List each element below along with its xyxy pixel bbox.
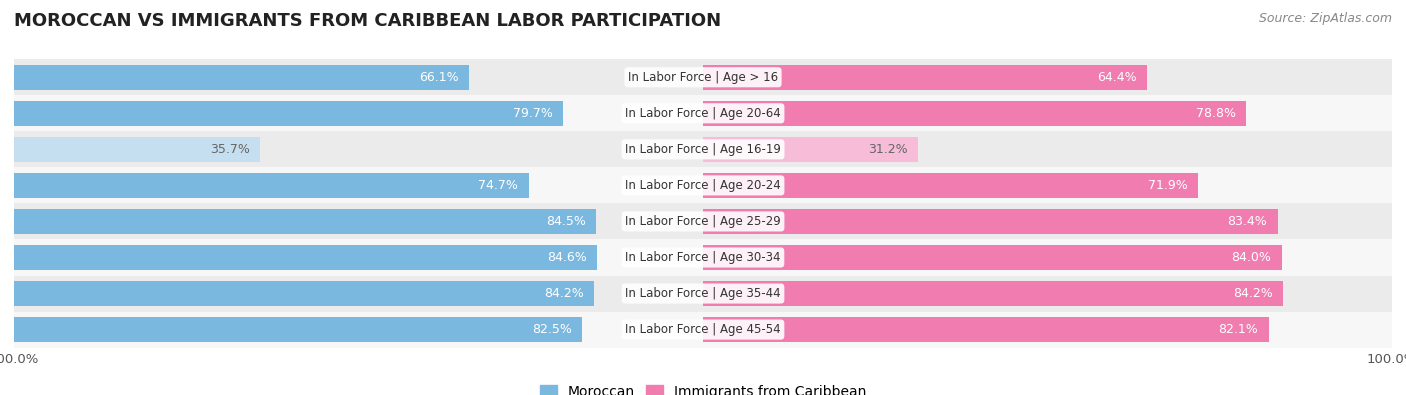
Text: In Labor Force | Age 20-24: In Labor Force | Age 20-24: [626, 179, 780, 192]
Text: In Labor Force | Age 25-29: In Labor Force | Age 25-29: [626, 215, 780, 228]
Text: 74.7%: 74.7%: [478, 179, 519, 192]
Text: 82.1%: 82.1%: [1219, 323, 1258, 336]
Text: In Labor Force | Age 20-64: In Labor Force | Age 20-64: [626, 107, 780, 120]
Text: In Labor Force | Age 16-19: In Labor Force | Age 16-19: [626, 143, 780, 156]
Bar: [14, 239, 1392, 276]
Bar: [14, 245, 598, 270]
Bar: [14, 312, 1392, 348]
Text: 66.1%: 66.1%: [419, 71, 460, 84]
Text: In Labor Force | Age 35-44: In Labor Force | Age 35-44: [626, 287, 780, 300]
Bar: [14, 167, 1392, 203]
Text: In Labor Force | Age 30-34: In Labor Force | Age 30-34: [626, 251, 780, 264]
Bar: [703, 317, 1268, 342]
Bar: [14, 101, 564, 126]
Bar: [14, 59, 1392, 95]
Bar: [703, 245, 1282, 270]
Bar: [703, 281, 1284, 306]
Bar: [703, 65, 1147, 90]
Text: 82.5%: 82.5%: [533, 323, 572, 336]
Bar: [14, 95, 1392, 132]
Text: 78.8%: 78.8%: [1195, 107, 1236, 120]
Text: Source: ZipAtlas.com: Source: ZipAtlas.com: [1258, 12, 1392, 25]
Bar: [703, 101, 1246, 126]
Bar: [14, 137, 260, 162]
Text: 64.4%: 64.4%: [1097, 71, 1136, 84]
Text: In Labor Force | Age 45-54: In Labor Force | Age 45-54: [626, 323, 780, 336]
Bar: [14, 132, 1392, 167]
Bar: [14, 173, 529, 198]
Bar: [14, 276, 1392, 312]
Bar: [14, 65, 470, 90]
Text: 84.2%: 84.2%: [1233, 287, 1272, 300]
Text: 84.5%: 84.5%: [546, 215, 586, 228]
Bar: [703, 137, 918, 162]
Text: 83.4%: 83.4%: [1227, 215, 1267, 228]
Text: In Labor Force | Age > 16: In Labor Force | Age > 16: [628, 71, 778, 84]
Text: MOROCCAN VS IMMIGRANTS FROM CARIBBEAN LABOR PARTICIPATION: MOROCCAN VS IMMIGRANTS FROM CARIBBEAN LA…: [14, 12, 721, 30]
Bar: [14, 203, 1392, 239]
Text: 84.6%: 84.6%: [547, 251, 586, 264]
Bar: [703, 173, 1198, 198]
Text: 84.0%: 84.0%: [1232, 251, 1271, 264]
Bar: [14, 209, 596, 234]
Bar: [14, 317, 582, 342]
Bar: [14, 281, 595, 306]
Legend: Moroccan, Immigrants from Caribbean: Moroccan, Immigrants from Caribbean: [534, 379, 872, 395]
Text: 71.9%: 71.9%: [1149, 179, 1188, 192]
Text: 31.2%: 31.2%: [868, 143, 908, 156]
Bar: [703, 209, 1278, 234]
Text: 35.7%: 35.7%: [209, 143, 250, 156]
Text: 79.7%: 79.7%: [513, 107, 553, 120]
Text: 84.2%: 84.2%: [544, 287, 583, 300]
